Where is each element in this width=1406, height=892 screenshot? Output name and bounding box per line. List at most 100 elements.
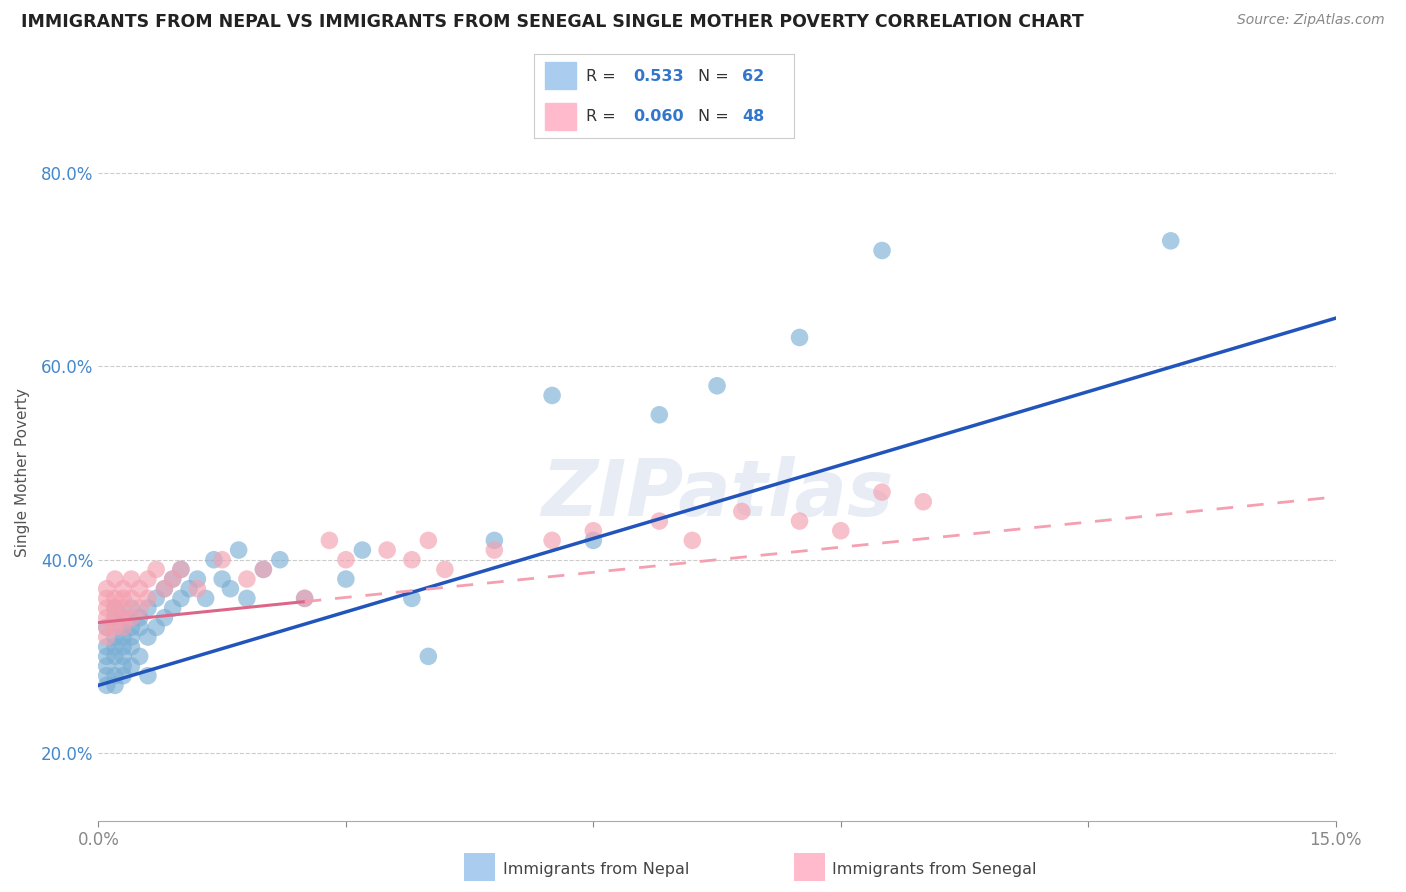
- Bar: [544, 62, 576, 89]
- Point: [96, 620, 118, 634]
- Point: [96, 649, 118, 664]
- Point: [136, 572, 159, 586]
- Text: 62: 62: [742, 69, 765, 84]
- Point: [401, 552, 423, 567]
- Point: [484, 533, 506, 548]
- Point: [112, 601, 135, 615]
- Point: [418, 649, 440, 664]
- Point: [104, 669, 127, 683]
- Point: [582, 533, 605, 548]
- Point: [96, 678, 118, 692]
- Point: [211, 552, 233, 567]
- Point: [145, 562, 167, 576]
- Point: [120, 610, 142, 624]
- Point: [112, 630, 135, 644]
- Point: [136, 669, 159, 683]
- Point: [145, 591, 167, 606]
- Point: [104, 572, 127, 586]
- Point: [128, 649, 150, 664]
- Text: 0.060: 0.060: [633, 109, 683, 124]
- Point: [96, 591, 118, 606]
- Point: [352, 543, 374, 558]
- Text: N =: N =: [699, 69, 734, 84]
- Point: [104, 610, 127, 624]
- Point: [375, 543, 398, 558]
- Text: R =: R =: [586, 109, 621, 124]
- Point: [731, 504, 754, 518]
- Point: [120, 640, 142, 654]
- Point: [170, 562, 193, 576]
- Point: [870, 244, 893, 258]
- Point: [120, 630, 142, 644]
- Point: [96, 610, 118, 624]
- Text: Source: ZipAtlas.com: Source: ZipAtlas.com: [1237, 13, 1385, 28]
- Point: [112, 582, 135, 596]
- Point: [104, 630, 127, 644]
- Bar: [544, 103, 576, 130]
- Point: [96, 669, 118, 683]
- Point: [128, 610, 150, 624]
- Point: [112, 659, 135, 673]
- Point: [120, 591, 142, 606]
- Point: [136, 591, 159, 606]
- Point: [541, 388, 564, 402]
- Point: [128, 601, 150, 615]
- Point: [112, 610, 135, 624]
- Point: [870, 485, 893, 500]
- Point: [912, 494, 935, 508]
- Point: [335, 572, 357, 586]
- Y-axis label: Single Mother Poverty: Single Mother Poverty: [15, 388, 30, 558]
- Point: [648, 514, 671, 528]
- Point: [433, 562, 456, 576]
- Point: [112, 669, 135, 683]
- Text: ZIPatlas: ZIPatlas: [541, 456, 893, 532]
- Point: [96, 640, 118, 654]
- Point: [789, 514, 811, 528]
- Point: [96, 630, 118, 644]
- Point: [112, 620, 135, 634]
- Point: [104, 591, 127, 606]
- Point: [318, 533, 340, 548]
- Point: [153, 582, 176, 596]
- Text: Immigrants from Senegal: Immigrants from Senegal: [832, 863, 1036, 877]
- Point: [186, 572, 208, 586]
- Point: [96, 582, 118, 596]
- Point: [96, 620, 118, 634]
- Point: [104, 610, 127, 624]
- Point: [128, 620, 150, 634]
- Point: [418, 533, 440, 548]
- Point: [681, 533, 703, 548]
- Point: [104, 601, 127, 615]
- Point: [104, 601, 127, 615]
- Point: [179, 582, 201, 596]
- Text: R =: R =: [586, 69, 621, 84]
- Point: [96, 659, 118, 673]
- Point: [228, 543, 250, 558]
- Point: [335, 552, 357, 567]
- Text: N =: N =: [699, 109, 734, 124]
- Point: [120, 601, 142, 615]
- Point: [120, 620, 142, 634]
- Point: [104, 678, 127, 692]
- Point: [789, 330, 811, 344]
- Point: [236, 591, 259, 606]
- Point: [136, 630, 159, 644]
- Point: [269, 552, 291, 567]
- Point: [96, 601, 118, 615]
- Point: [120, 659, 142, 673]
- Point: [145, 620, 167, 634]
- Point: [252, 562, 274, 576]
- Point: [1160, 234, 1182, 248]
- Point: [830, 524, 852, 538]
- Text: 0.533: 0.533: [633, 69, 683, 84]
- Point: [294, 591, 316, 606]
- Point: [120, 572, 142, 586]
- Point: [236, 572, 259, 586]
- Point: [112, 610, 135, 624]
- Point: [211, 572, 233, 586]
- Point: [136, 601, 159, 615]
- Text: IMMIGRANTS FROM NEPAL VS IMMIGRANTS FROM SENEGAL SINGLE MOTHER POVERTY CORRELATI: IMMIGRANTS FROM NEPAL VS IMMIGRANTS FROM…: [21, 13, 1084, 31]
- Point: [186, 582, 208, 596]
- Point: [104, 649, 127, 664]
- Point: [162, 572, 184, 586]
